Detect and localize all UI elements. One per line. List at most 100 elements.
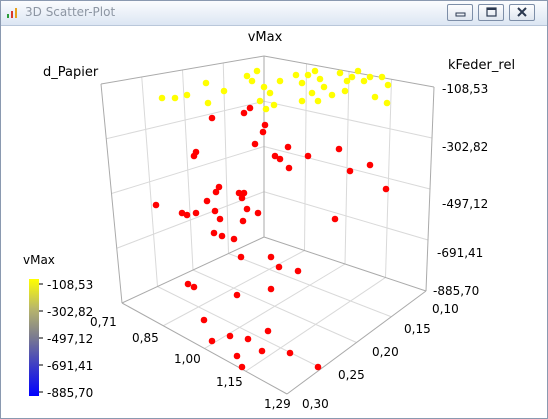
data-point	[240, 189, 248, 197]
data-point	[184, 280, 192, 288]
x-tick: 0,85	[132, 331, 159, 345]
z-axis-ticks: -108,53 -302,82 -497,12 -691,41 -885,70	[433, 82, 488, 298]
data-point	[218, 232, 226, 240]
data-point	[285, 164, 293, 172]
data-point	[354, 67, 362, 75]
chart-title: vMax	[248, 30, 283, 45]
z-axis-label: kFeder_rel	[448, 58, 515, 73]
y-tick: 0,30	[302, 397, 329, 411]
data-point	[382, 185, 390, 193]
grid-line	[111, 146, 265, 194]
data-point	[264, 327, 272, 335]
z-tick: -108,53	[442, 82, 488, 96]
grid-line	[245, 277, 386, 372]
close-button[interactable]	[509, 4, 535, 21]
data-point	[343, 77, 351, 85]
data-point	[292, 71, 300, 79]
legend-ticks: -108,53 -302,82 -497,12 -691,41 -885,70	[47, 278, 93, 400]
data-point	[304, 152, 312, 160]
data-point	[230, 235, 238, 243]
x-tick: 1,29	[264, 397, 291, 411]
minimize-button[interactable]	[447, 4, 473, 21]
data-point	[276, 155, 284, 163]
data-point	[266, 89, 274, 97]
data-point	[311, 67, 319, 75]
data-point	[238, 194, 246, 202]
data-point	[251, 140, 259, 148]
data-point	[294, 267, 302, 275]
data-point	[240, 109, 248, 117]
maximize-button[interactable]	[478, 4, 504, 21]
data-point	[192, 209, 200, 217]
chart-area[interactable]: vMax d_Papier kFeder_rel -108,53 -302,82…	[2, 26, 546, 417]
data-point	[158, 94, 166, 102]
data-point	[304, 71, 312, 79]
data-point	[328, 91, 336, 99]
title-bar[interactable]: 3D Scatter-Plot	[1, 1, 547, 26]
data-point	[215, 183, 223, 191]
data-point	[260, 83, 268, 91]
data-point	[371, 93, 379, 101]
data-point	[314, 97, 322, 105]
data-point	[204, 99, 212, 107]
x-axis-ticks: 0,71 0,85 1,00 1,15 1,29	[90, 315, 291, 411]
data-point	[366, 73, 374, 81]
data-point	[366, 161, 374, 169]
y-tick: 0,20	[372, 345, 399, 359]
x-tick: 1,15	[216, 375, 243, 389]
data-point	[211, 207, 219, 215]
data-point	[276, 77, 284, 85]
legend-tick: -302,82	[47, 305, 93, 319]
data-point	[384, 81, 392, 89]
data-point	[286, 349, 294, 357]
data-point	[244, 335, 252, 343]
data-point	[298, 97, 306, 105]
data-point	[378, 73, 386, 81]
grid-line	[228, 253, 392, 318]
data-point	[233, 291, 241, 299]
data-point	[341, 87, 349, 95]
window-title: 3D Scatter-Plot	[25, 5, 116, 19]
y-axis-ticks: 0,10 0,15 0,20 0,25 0,30	[302, 302, 459, 411]
data-point	[258, 347, 266, 355]
bar-chart-icon	[7, 8, 17, 18]
x-tick: 0,71	[90, 315, 117, 329]
data-point	[259, 128, 267, 136]
data-point	[235, 189, 243, 197]
data-point	[233, 352, 241, 360]
close-icon	[517, 7, 527, 17]
grid-line	[116, 191, 265, 249]
y-tick: 0,15	[404, 322, 431, 336]
data-point	[298, 79, 306, 87]
data-point	[253, 67, 261, 75]
data-point	[348, 73, 356, 81]
grid-line	[204, 263, 346, 349]
data-point	[267, 285, 275, 293]
data-point	[190, 152, 198, 160]
grid-line	[222, 62, 229, 254]
data-point	[238, 363, 246, 371]
grid-line	[263, 146, 431, 190]
data-point	[275, 263, 283, 271]
data-point	[270, 101, 278, 109]
data-point	[243, 205, 251, 213]
data-point	[316, 75, 324, 83]
legend-tick-marks	[39, 283, 43, 393]
data-point	[271, 152, 279, 160]
z-tick: -691,41	[437, 246, 483, 260]
data-point	[248, 77, 256, 85]
data-point	[239, 217, 247, 225]
z-tick: -497,12	[442, 197, 488, 211]
data-point	[308, 89, 316, 97]
data-point	[383, 99, 391, 107]
scatter-points	[152, 67, 392, 371]
data-point	[212, 188, 220, 196]
data-point	[284, 143, 292, 151]
data-point	[320, 83, 328, 91]
data-point	[178, 209, 186, 217]
y-tick: 0,25	[338, 368, 365, 382]
data-point	[256, 97, 264, 105]
data-point	[152, 201, 160, 209]
color-scale-bar	[29, 279, 39, 396]
